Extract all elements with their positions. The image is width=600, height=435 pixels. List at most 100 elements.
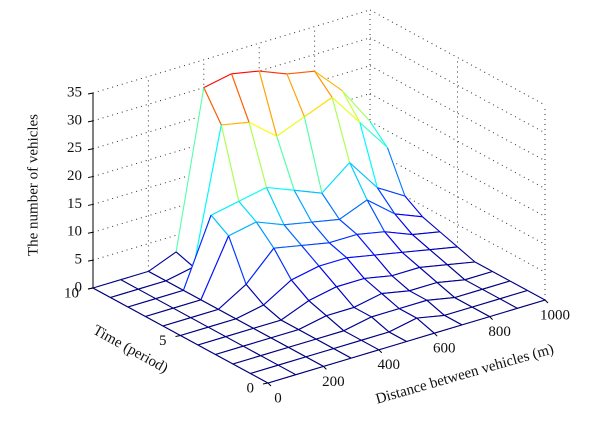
mesh-edge <box>266 187 285 226</box>
mesh-edge <box>278 356 307 366</box>
mesh-edge <box>235 304 264 320</box>
mesh-face <box>128 298 174 317</box>
z-tick <box>87 148 94 151</box>
mesh-edge <box>172 307 191 319</box>
mesh-edge <box>398 308 417 319</box>
y-tick-label: 0 <box>247 380 255 396</box>
mesh-face <box>249 122 295 191</box>
mesh-edge <box>180 326 209 337</box>
mesh-edge <box>328 242 348 259</box>
mesh-edge <box>148 270 167 282</box>
mesh-face <box>284 222 330 246</box>
mesh-edge <box>235 318 254 329</box>
y-axis-label: Time (period) <box>90 322 171 376</box>
mesh-edge <box>444 314 463 326</box>
mesh-edge <box>183 289 202 301</box>
mesh-edge <box>366 199 396 215</box>
mesh-edge <box>341 90 371 122</box>
mesh-edge <box>454 288 483 299</box>
mesh-edge <box>304 96 333 118</box>
mesh-edge <box>391 266 420 277</box>
mesh-edge <box>416 314 445 319</box>
mesh-face <box>399 300 445 319</box>
mesh-edge <box>381 293 400 310</box>
grid-line <box>369 93 546 190</box>
mesh-edge <box>145 316 164 327</box>
mesh-face <box>342 90 388 148</box>
mesh-face <box>221 122 267 202</box>
mesh-edge <box>402 249 430 253</box>
mesh-edge <box>409 290 428 301</box>
mesh-edge <box>273 247 292 281</box>
mesh-edge <box>409 282 438 292</box>
mesh-edge <box>464 279 483 290</box>
grid-line <box>369 65 546 162</box>
mesh-face <box>447 262 493 280</box>
z-tick-label: 25 <box>67 140 82 156</box>
mesh-face <box>314 71 360 123</box>
mesh-face <box>412 231 458 250</box>
mesh-edge <box>280 319 299 331</box>
mesh-edge <box>301 245 320 267</box>
mesh-edge <box>386 147 406 197</box>
mesh-edge <box>336 277 365 288</box>
mesh-edge <box>173 299 202 309</box>
mesh-face <box>429 246 475 265</box>
mesh-edge <box>110 288 139 299</box>
grid-line <box>369 9 546 106</box>
x-tick-label: 800 <box>488 324 511 340</box>
x-tick <box>378 349 383 354</box>
mesh-edge <box>207 326 226 338</box>
mesh-edge <box>225 327 254 338</box>
mesh-edge <box>384 231 413 236</box>
mesh-edge <box>315 338 334 350</box>
mesh-edge <box>270 337 289 348</box>
mesh-edge <box>314 70 333 98</box>
mesh-face <box>93 279 139 298</box>
x-tick <box>267 382 272 387</box>
x-tick <box>544 299 549 304</box>
mesh-face <box>359 122 405 197</box>
mesh-edge <box>127 298 156 308</box>
mesh-face <box>308 286 354 316</box>
mesh-edge <box>242 345 261 357</box>
mesh-edge <box>280 300 310 321</box>
mesh-face <box>173 299 219 318</box>
mesh-edge <box>321 162 351 194</box>
z-tick-label: 10 <box>67 224 82 240</box>
mesh-face <box>281 300 327 330</box>
mesh-face <box>176 87 222 268</box>
mesh-edge <box>238 187 267 202</box>
mesh-face <box>316 330 362 349</box>
mesh-face <box>364 275 410 294</box>
mesh-face <box>253 320 299 338</box>
mesh-edge <box>228 221 257 237</box>
mesh-face <box>250 365 296 383</box>
mesh-face <box>394 213 440 235</box>
mesh-edge <box>286 70 315 75</box>
mesh-edge <box>492 271 511 282</box>
y-tick-label: 5 <box>159 333 167 349</box>
mesh-edge <box>509 280 528 291</box>
z-tick <box>87 120 94 123</box>
mesh-edge <box>471 298 500 308</box>
mesh-edge <box>290 279 310 302</box>
mesh-face <box>294 190 340 223</box>
mesh-edge <box>203 87 222 126</box>
mesh-face <box>367 199 413 235</box>
mesh-edge <box>190 308 219 319</box>
mesh-edge <box>210 200 240 216</box>
mesh-face <box>319 257 365 287</box>
mesh-edge <box>318 265 337 288</box>
mesh-edge <box>293 190 313 223</box>
mesh-edge <box>218 308 237 320</box>
mesh-face <box>270 329 317 348</box>
grid-line <box>369 176 546 273</box>
mesh-edge <box>527 290 546 301</box>
mesh-face <box>402 249 448 268</box>
mesh-edge <box>225 336 244 347</box>
mesh-face <box>482 281 528 299</box>
mesh-face <box>163 317 209 336</box>
mesh-edge <box>336 286 355 308</box>
mesh-edge <box>221 121 250 126</box>
